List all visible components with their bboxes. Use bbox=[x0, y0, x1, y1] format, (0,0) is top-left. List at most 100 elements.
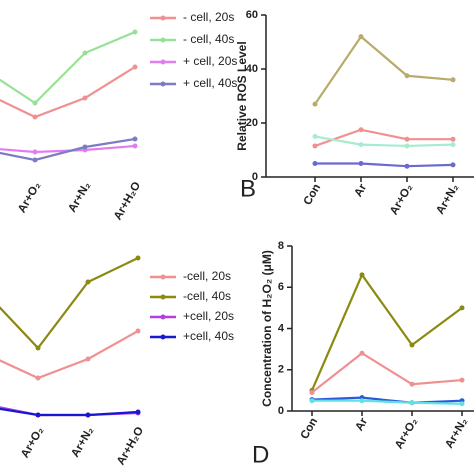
data-point bbox=[85, 412, 91, 418]
data-point bbox=[404, 163, 410, 169]
panel-letter: B bbox=[240, 175, 256, 202]
series-line bbox=[0, 66, 136, 119]
x-tick-label: Ar bbox=[352, 182, 369, 200]
data-point bbox=[32, 100, 38, 106]
legend-marker bbox=[160, 37, 166, 43]
data-point bbox=[450, 162, 456, 168]
data-point bbox=[32, 157, 38, 163]
data-point bbox=[359, 398, 365, 404]
data-point bbox=[32, 114, 38, 120]
x-tick-label: Ar bbox=[353, 416, 370, 434]
data-point bbox=[85, 356, 91, 362]
data-point bbox=[35, 375, 41, 381]
data-point bbox=[132, 64, 138, 70]
y-tick-label: 60 bbox=[246, 9, 258, 21]
legend-marker bbox=[160, 81, 166, 87]
series-line bbox=[0, 30, 136, 105]
legend-marker bbox=[160, 294, 166, 300]
data-point bbox=[450, 142, 456, 148]
series-line bbox=[310, 272, 463, 391]
y-tick-label: 20 bbox=[246, 117, 258, 129]
data-point bbox=[358, 142, 364, 148]
data-point bbox=[32, 149, 38, 155]
data-point bbox=[85, 279, 91, 285]
data-point bbox=[312, 134, 318, 139]
series-line bbox=[314, 128, 453, 147]
x-tick-label: Ar+N₂ bbox=[434, 182, 461, 217]
y-tick-label: 6 bbox=[278, 281, 284, 293]
data-point bbox=[82, 144, 88, 150]
y-tick-label: 8 bbox=[278, 240, 284, 252]
data-point bbox=[459, 305, 465, 311]
legend-label: + cell, 20s bbox=[183, 54, 237, 68]
legend-marker bbox=[160, 15, 166, 21]
series-line bbox=[0, 257, 139, 350]
data-point bbox=[358, 161, 364, 166]
legend-label: -cell, 40s bbox=[183, 289, 231, 303]
y-axis-label: Concentration of H₂O₂ (μM) bbox=[260, 250, 274, 407]
legend-marker bbox=[160, 314, 166, 320]
data-point bbox=[135, 409, 141, 415]
data-point bbox=[404, 143, 410, 149]
data-point bbox=[312, 143, 318, 149]
data-point bbox=[35, 412, 41, 418]
data-point bbox=[409, 400, 415, 406]
data-point bbox=[404, 73, 410, 79]
y-axis-label: Relative ROS Level bbox=[235, 41, 249, 150]
x-tick-label: Ar+O₂ bbox=[388, 182, 415, 217]
data-point bbox=[82, 95, 88, 101]
legend-label: - cell, 20s bbox=[183, 10, 234, 24]
data-point bbox=[132, 136, 138, 142]
data-point bbox=[82, 50, 88, 56]
y-tick-label: 40 bbox=[246, 63, 258, 75]
series-line bbox=[0, 137, 136, 162]
series-line bbox=[311, 396, 463, 404]
x-tick-label: Ar+N₂ bbox=[443, 416, 470, 451]
x-tick-label: Con bbox=[299, 416, 321, 441]
series-line bbox=[314, 34, 454, 105]
data-point bbox=[404, 136, 410, 142]
legend-marker bbox=[160, 334, 166, 340]
series-line bbox=[0, 330, 139, 380]
data-point bbox=[309, 398, 315, 404]
data-point bbox=[358, 34, 364, 40]
series-line bbox=[311, 351, 463, 394]
legend-marker bbox=[160, 59, 166, 65]
y-tick-label: 0 bbox=[252, 171, 258, 183]
legend-label: + cell, 40s bbox=[183, 76, 237, 90]
x-tick-label: Ar+N₂ bbox=[69, 425, 96, 460]
series-line bbox=[314, 135, 454, 148]
data-point bbox=[409, 342, 415, 348]
x-tick-label: Con bbox=[302, 182, 324, 207]
data-point bbox=[459, 377, 465, 383]
legend-label: -cell, 20s bbox=[183, 269, 231, 283]
data-point bbox=[309, 389, 315, 395]
x-tick-label: Ar+O₂ bbox=[393, 416, 420, 451]
series-line bbox=[0, 144, 136, 154]
data-point bbox=[312, 101, 318, 107]
y-tick-label: 0 bbox=[278, 405, 284, 417]
data-point bbox=[459, 401, 465, 407]
panel-letter: D bbox=[252, 441, 269, 468]
y-tick-label: 2 bbox=[278, 364, 284, 376]
y-tick-label: 4 bbox=[278, 322, 285, 334]
data-point bbox=[359, 350, 365, 356]
legend-marker bbox=[160, 274, 166, 280]
data-point bbox=[135, 328, 141, 334]
data-point bbox=[359, 272, 365, 278]
series-line bbox=[312, 399, 463, 405]
data-point bbox=[358, 127, 364, 133]
data-point bbox=[35, 345, 41, 351]
x-tick-label: Ar+O₂ bbox=[19, 425, 46, 460]
series-line bbox=[315, 162, 454, 168]
legend-label: +cell, 20s bbox=[183, 309, 234, 323]
legend-label: +cell, 40s bbox=[183, 329, 234, 343]
data-point bbox=[450, 136, 456, 142]
legend-label: - cell, 40s bbox=[183, 32, 234, 46]
x-tick-label: Ar+H₂O bbox=[112, 180, 143, 222]
data-point bbox=[132, 29, 138, 35]
data-point bbox=[409, 381, 415, 387]
data-point bbox=[135, 255, 141, 261]
x-tick-label: Ar+O₂ bbox=[16, 180, 43, 215]
